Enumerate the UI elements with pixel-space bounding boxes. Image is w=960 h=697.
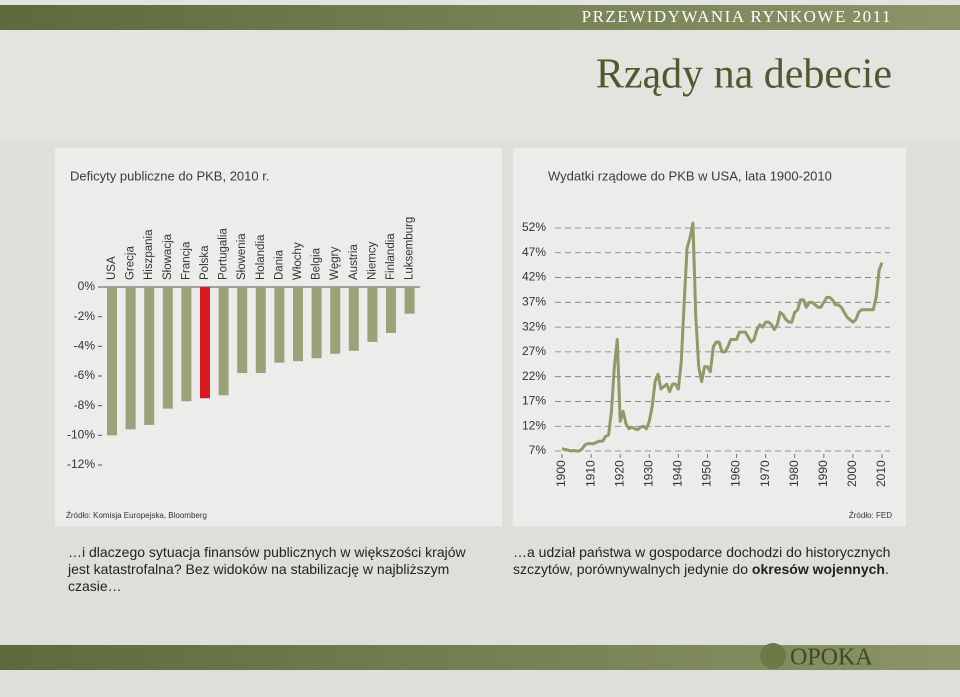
x-tick-label: 1970: [758, 460, 772, 487]
y-tick-label: 0%: [78, 279, 96, 293]
line: [561, 221, 884, 453]
y-tick-label: 27%: [522, 344, 546, 358]
logo-mark: [760, 643, 786, 669]
logo: OPOKA: [790, 645, 873, 671]
panel: [513, 148, 906, 526]
x-tick-label: 1920: [612, 460, 626, 487]
x-tick-label: 1950: [700, 460, 714, 487]
y-tick-label: 22%: [522, 369, 546, 383]
caption: …a udział państwa w gospodarce dochodzi …: [513, 544, 913, 578]
x-tick-label: 1990: [816, 460, 830, 487]
x-tick-label: 1940: [671, 460, 685, 487]
chart-title: Deficyty publiczne do PKB, 2010 r.: [70, 168, 269, 183]
x-tick-label: Luksemburg: [404, 217, 416, 280]
x-tick-label: Belgia: [311, 247, 323, 280]
bar: [107, 287, 117, 436]
source: Źródło: Komisja Europejska, Bloomberg: [66, 511, 207, 520]
y-tick-label: 12%: [522, 418, 546, 432]
y-tick-label: -8%: [74, 398, 96, 412]
bar: [330, 287, 341, 354]
bar: [181, 287, 192, 402]
y-tick-label: -2%: [74, 309, 96, 323]
x-tick-label: 2010: [874, 460, 888, 487]
bar: [404, 287, 415, 314]
y-tick-label: 52%: [522, 220, 546, 234]
x-tick-label: Dania: [273, 249, 285, 280]
y-tick-label: -10%: [67, 428, 95, 442]
bar: [162, 287, 173, 409]
x-tick-label: Słowenia: [236, 233, 248, 280]
caption-text: …a udział państwa w gospodarce dochodzi …: [513, 544, 891, 577]
header-band: [0, 5, 960, 30]
x-tick-label: Francja: [180, 241, 192, 280]
bar: [311, 287, 322, 359]
x-tick-label: 1910: [583, 460, 597, 487]
x-tick-label: Hiszpania: [143, 229, 155, 280]
x-tick-label: Słowacja: [162, 233, 174, 280]
caption: …i dlaczego sytuacja finansów publicznyc…: [68, 544, 466, 594]
bar: [274, 287, 285, 363]
footer-band: [0, 645, 960, 670]
bar: [348, 287, 359, 351]
y-tick-label: 17%: [522, 394, 546, 408]
header-kicker: PRZEWIDYWANIA RYNKOWE 2011: [582, 7, 892, 26]
x-tick-label: USA: [106, 256, 118, 280]
bar: [125, 287, 136, 430]
y-tick-label: 42%: [522, 270, 546, 284]
header-title: Rządy na debecie: [596, 52, 892, 98]
x-tick-label: Niemcy: [366, 241, 378, 280]
x-tick-label: Polska: [199, 245, 211, 280]
x-tick-label: Grecja: [125, 246, 137, 280]
y-tick-label: 47%: [522, 245, 546, 259]
x-tick-label: 1960: [729, 460, 743, 487]
y-tick-label: -6%: [74, 368, 96, 382]
x-tick-label: Włochy: [292, 242, 304, 280]
bar: [237, 287, 248, 374]
x-tick-label: 2000: [845, 460, 859, 487]
source: Źródło: FED: [849, 511, 892, 520]
caption-bold: okresów wojennych: [751, 561, 885, 577]
bar: [255, 287, 266, 374]
bar: [386, 287, 396, 333]
x-tick-label: Portugalia: [218, 228, 230, 280]
x-tick-label: 1930: [641, 460, 655, 487]
chart-title: Wydatki rządowe do PKB w USA, lata 1900-…: [548, 168, 832, 183]
x-tick-label: Finlandia: [385, 233, 397, 280]
bar: [293, 287, 303, 362]
bar: [200, 287, 210, 399]
y-tick-label: -12%: [67, 457, 95, 471]
y-tick-label: -4%: [74, 339, 96, 353]
y-tick-label: 32%: [522, 319, 546, 333]
bar: [367, 287, 378, 342]
x-tick-label: Węgry: [329, 247, 341, 280]
y-tick-label: 37%: [522, 295, 546, 309]
y-tick-label: 7%: [529, 443, 547, 457]
x-tick-label: 1980: [787, 460, 801, 487]
bar: [218, 287, 229, 396]
x-tick-label: Holandia: [255, 234, 267, 280]
caption-end: .: [884, 561, 889, 577]
x-tick-label: 1900: [554, 460, 568, 487]
bar: [144, 287, 155, 425]
x-tick-label: Austria: [348, 244, 360, 280]
